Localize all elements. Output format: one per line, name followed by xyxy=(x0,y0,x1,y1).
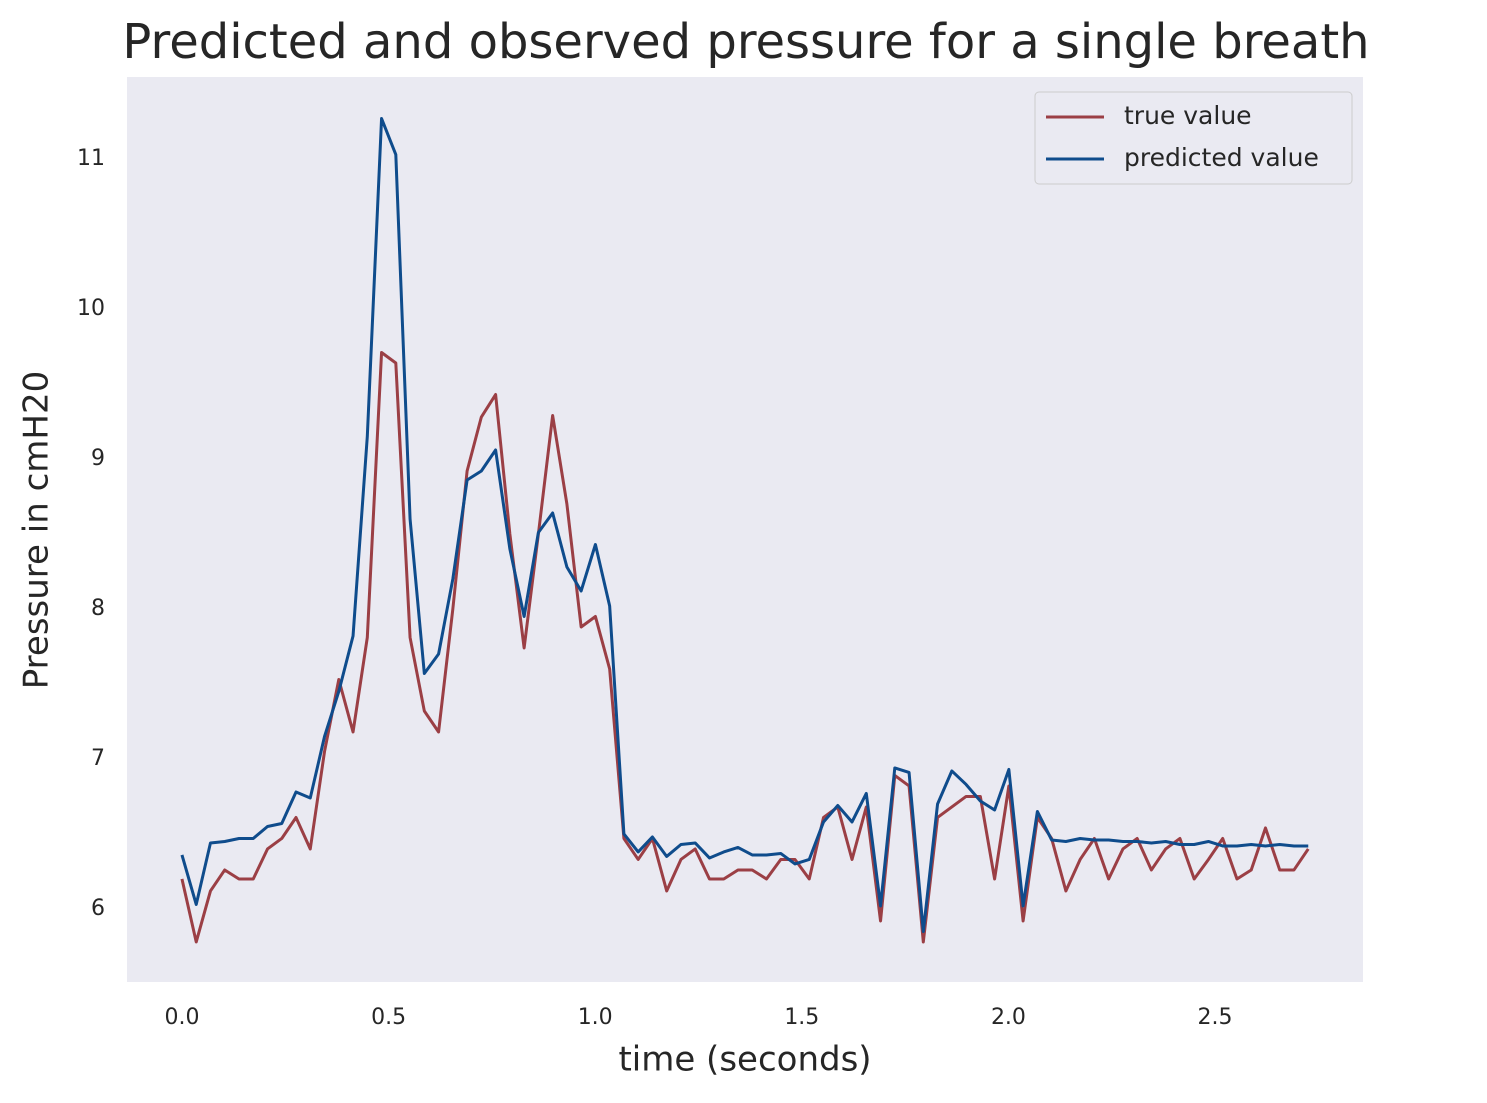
series-line xyxy=(180,351,1310,944)
y-tick-label: 9 xyxy=(91,446,105,471)
plot-area xyxy=(127,77,1363,982)
legend-label: predicted value xyxy=(1124,143,1319,172)
y-tick-label: 8 xyxy=(91,596,105,621)
y-tick-label: 7 xyxy=(91,746,105,771)
x-tick-label: 2.5 xyxy=(1198,1005,1233,1030)
x-axis-label: time (seconds) xyxy=(618,1040,871,1080)
y-tick-label: 11 xyxy=(77,146,105,171)
y-tick-label: 10 xyxy=(77,296,105,321)
x-tick-label: 1.5 xyxy=(784,1005,819,1030)
chart-title: Predicted and observed pressure for a si… xyxy=(122,14,1369,70)
legend xyxy=(1034,91,1353,185)
legend-label: true value xyxy=(1124,101,1252,130)
y-tick-label: 6 xyxy=(91,896,105,921)
x-tick-label: 2.0 xyxy=(991,1005,1026,1030)
y-axis-label: Pressure in cmH20 xyxy=(17,371,57,689)
x-tick-label: 1.0 xyxy=(578,1005,613,1030)
x-tick-label: 0.0 xyxy=(164,1005,199,1030)
series-line xyxy=(180,117,1309,933)
x-tick-label: 0.5 xyxy=(371,1005,406,1030)
